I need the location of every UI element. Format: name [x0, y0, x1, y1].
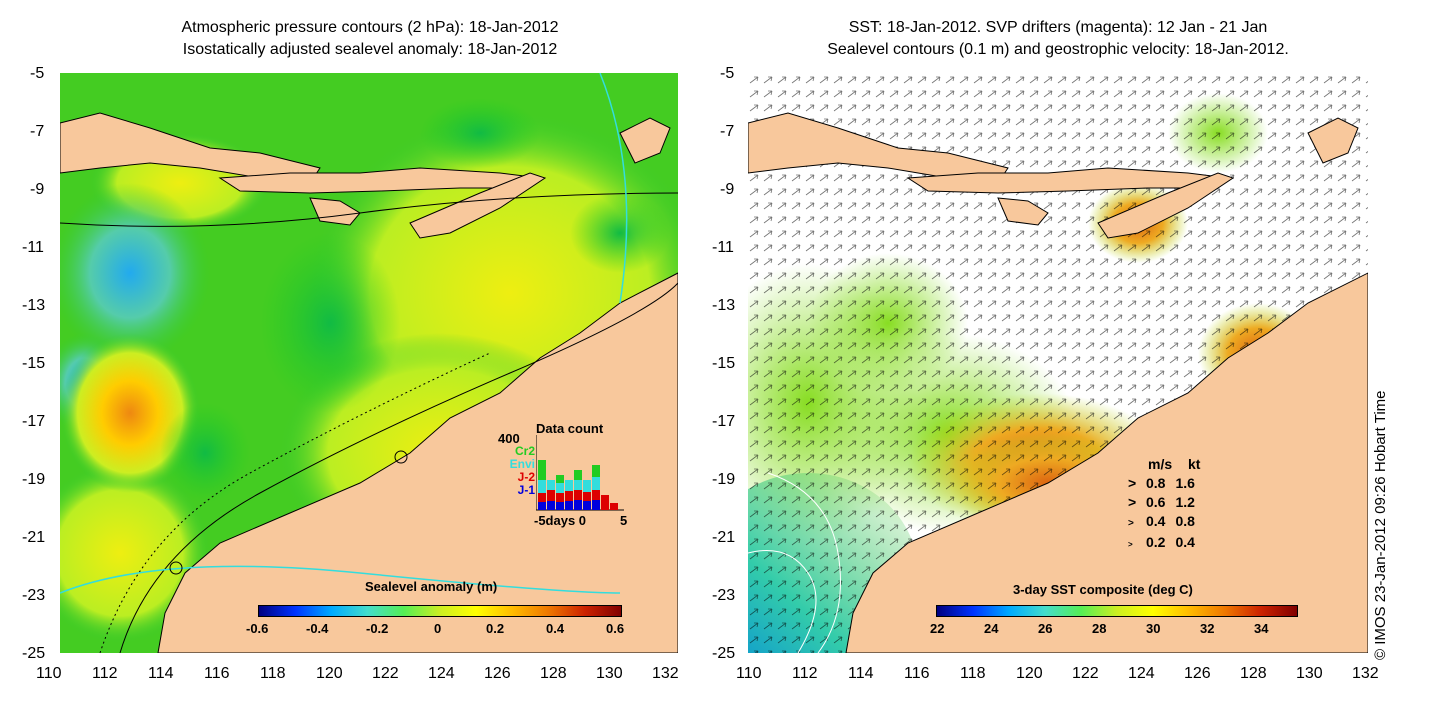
lon-tick: 130: [1296, 665, 1323, 682]
right-title-line2: Sealevel contours (0.1 m) and geostrophi…: [827, 41, 1289, 58]
legend-j2: J-2: [517, 470, 535, 484]
velocity-legend-row: >0.4 0.8: [1128, 512, 1238, 533]
lon-tick: 114: [848, 665, 874, 682]
lat-tick: -23: [712, 587, 736, 604]
lat-tick: -21: [22, 529, 46, 546]
arrow-icon: >: [1128, 518, 1134, 529]
lat-tick: -19: [22, 471, 46, 488]
lat-tick: -13: [22, 297, 46, 314]
lon-tick: 110: [36, 665, 62, 682]
right-colorbar: [936, 605, 1298, 617]
left-title-line1: Atmospheric pressure contours (2 hPa): 1…: [181, 19, 559, 36]
lon-tick: 132: [652, 665, 679, 682]
lon-tick: 112: [792, 665, 818, 682]
lat-tick: -5: [720, 65, 735, 82]
lon-tick: 124: [1128, 665, 1155, 682]
lat-tick: -7: [30, 123, 45, 140]
velocity-legend-row: >0.6 1.2: [1128, 494, 1195, 510]
velocity-legend-row: >0.8 1.6: [1128, 475, 1195, 491]
lat-tick: -21: [712, 529, 736, 546]
lon-tick: 114: [148, 665, 174, 682]
velocity-legend-header-ms: m/s: [1148, 456, 1173, 472]
data-count-histogram: [536, 435, 624, 511]
lon-tick: 116: [904, 665, 930, 682]
data-count-xlabel: -5days 0: [534, 513, 587, 528]
lon-tick: 116: [204, 665, 230, 682]
lat-tick: -15: [712, 355, 736, 372]
lon-tick: 128: [540, 665, 567, 682]
lon-tick: 112: [92, 665, 118, 682]
lon-tick: 126: [1184, 665, 1211, 682]
lon-tick: 122: [372, 665, 399, 682]
lat-tick: -15: [22, 355, 46, 372]
right-colorbar-label: 3-day SST composite (deg C): [1013, 582, 1193, 597]
lat-tick: -19: [712, 471, 736, 488]
lat-tick: -11: [712, 239, 734, 256]
data-count-legend: Cr2 Envi J-2 J-1: [490, 445, 535, 497]
right-colorbar-ticks: 22 24 26 28 30 32 34: [930, 621, 1269, 636]
lat-tick: -23: [22, 587, 46, 604]
left-colorbar: [258, 605, 622, 617]
lon-tick: 118: [960, 665, 986, 682]
left-colorbar-label: Sealevel anomaly (m): [365, 579, 498, 594]
velocity-legend-header-kt: kt: [1188, 456, 1201, 472]
data-count-xend: 5: [620, 513, 628, 528]
lat-tick: -17: [22, 413, 46, 430]
right-map-panel: m/s kt >0.8 1.6 >0.6 1.2 >0.4 0.8 >0.2 0.4 3…: [748, 73, 1368, 653]
lon-tick: 124: [428, 665, 455, 682]
lat-tick: -11: [22, 239, 44, 256]
lat-tick: -25: [712, 645, 736, 662]
lon-tick: 128: [1240, 665, 1267, 682]
lon-tick: 132: [1352, 665, 1379, 682]
imos-credit: © IMOS 23-Jan-2012 09:26 Hobart Time: [1372, 390, 1389, 660]
arrow-icon: >: [1128, 475, 1137, 491]
lat-tick: -7: [720, 123, 735, 140]
lat-tick: -9: [30, 181, 45, 198]
lon-tick: 120: [1016, 665, 1043, 682]
left-title-line2: Isostatically adjusted sealevel anomaly:…: [182, 41, 558, 58]
velocity-legend-row: >0.2 0.4: [1128, 533, 1238, 554]
left-map-panel: Data count 400 Cr2 Envi J-2 J-1: [60, 73, 678, 653]
lat-tick: -17: [712, 413, 736, 430]
lat-tick: -25: [22, 645, 46, 662]
lon-tick: 130: [596, 665, 623, 682]
lon-tick: 126: [484, 665, 511, 682]
data-count-ymax: 400: [498, 431, 520, 446]
lon-tick: 120: [316, 665, 343, 682]
lon-tick: 122: [1072, 665, 1099, 682]
sealevel-anomaly-map: [60, 73, 678, 653]
data-count-inset: Data count 400 Cr2 Envi J-2 J-1: [490, 421, 640, 531]
lon-tick: 110: [736, 665, 762, 682]
legend-cr2: Cr2: [514, 444, 535, 458]
legend-envi: Envi: [509, 457, 535, 471]
histogram-bars: [538, 460, 618, 510]
lat-tick: -9: [720, 181, 735, 198]
left-colorbar-ticks: -0.6 -0.4 -0.2 0 0.2 0.4 0.6: [246, 621, 625, 636]
sst-map: [748, 73, 1368, 653]
lat-tick: -13: [712, 297, 736, 314]
legend-j1: J-1: [517, 483, 535, 497]
lat-tick: -5: [30, 65, 45, 82]
right-title-line1: SST: 18-Jan-2012. SVP drifters (magenta)…: [848, 19, 1268, 36]
arrow-icon: >: [1128, 494, 1137, 510]
velocity-legend: m/s kt >0.8 1.6 >0.6 1.2 >0.4 0.8 >0.2 0.4: [1128, 455, 1238, 554]
lon-tick: 118: [260, 665, 286, 682]
data-count-title: Data count: [536, 421, 604, 436]
arrow-icon: >: [1128, 540, 1133, 549]
